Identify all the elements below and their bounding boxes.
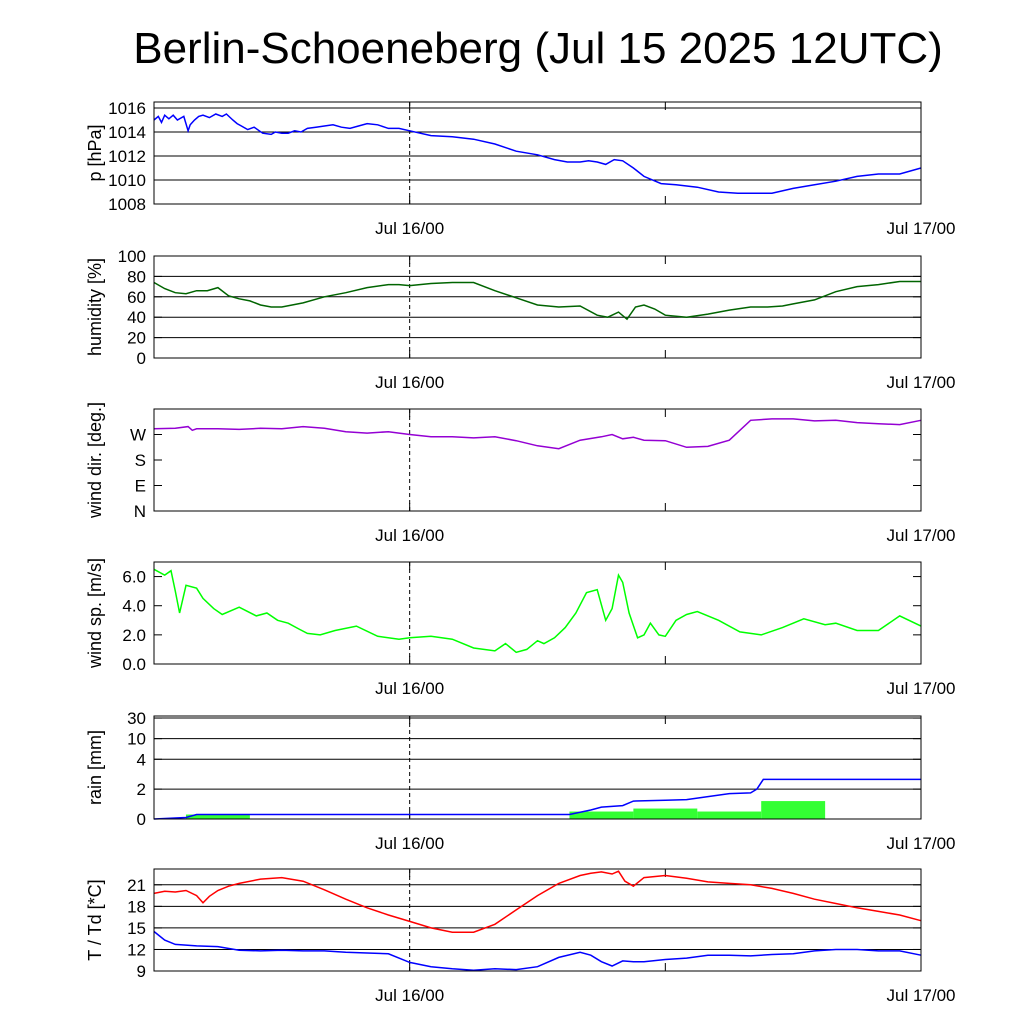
wind_direction-xtick-label: Jul 16/00 — [375, 526, 444, 545]
rain-bar — [697, 811, 762, 819]
pressure-ytick-label: 1012 — [108, 147, 146, 166]
wind_speed-xtick-label: Jul 16/00 — [375, 679, 444, 698]
wind_speed-series-line-wind_speed — [153, 568, 922, 654]
wind_direction-ytick-label: W — [130, 426, 146, 445]
rain-ytick-label: 0 — [137, 810, 146, 829]
wind_speed-ytick-label: 2.0 — [122, 626, 146, 645]
temperature-ytick-label: 9 — [137, 962, 146, 981]
humidity-xtick-label: Jul 17/00 — [887, 373, 956, 392]
temperature-series-line-dewpoint — [153, 930, 922, 972]
wind_direction-ytick-label: E — [135, 477, 146, 496]
pressure-plot-frame — [153, 101, 922, 205]
humidity-ytick-label: 20 — [127, 329, 146, 348]
wind_direction-series-line-wind_dir — [153, 418, 922, 450]
wind_direction-plot-frame — [153, 408, 922, 512]
humidity-ytick-label: 60 — [127, 288, 146, 307]
rain-ytick-label: 10 — [127, 730, 146, 749]
temperature-ytick-label: 15 — [127, 919, 146, 938]
humidity-plot-frame — [153, 255, 922, 359]
humidity-series-line-humidity — [153, 280, 921, 321]
temperature-xtick-label: Jul 17/00 — [887, 986, 956, 1005]
wind_speed-ylabel: wind sp. [m/s] — [85, 558, 105, 669]
pressure-ytick-label: 1010 — [108, 171, 146, 190]
humidity-ytick-label: 100 — [118, 247, 146, 266]
wind_speed-ytick-label: 0.0 — [122, 655, 146, 674]
pressure-xtick-label: Jul 17/00 — [887, 219, 956, 238]
rain-plot-frame — [153, 715, 922, 820]
chart-title: Berlin-Schoeneberg (Jul 15 2025 12UTC) — [133, 24, 943, 73]
humidity-ytick-label: 0 — [137, 349, 146, 368]
rain-bar — [761, 801, 826, 819]
wind_direction-xtick-label: Jul 17/00 — [887, 526, 956, 545]
wind_speed-plot-frame — [153, 561, 922, 665]
temperature-ylabel: T / Td [*C] — [85, 879, 105, 960]
rain-ytick-label: 4 — [137, 750, 146, 769]
pressure-ytick-label: 1008 — [108, 195, 146, 214]
rain-ytick-label: 2 — [137, 780, 146, 799]
temperature-plot-frame — [153, 868, 922, 972]
rain-bar — [633, 808, 698, 819]
temperature-ytick-label: 21 — [127, 876, 146, 895]
temperature-ytick-label: 12 — [127, 940, 146, 959]
wind_speed-xtick-label: Jul 17/00 — [887, 679, 956, 698]
rain-series-line-rain_total — [153, 778, 921, 820]
pressure-series-line-pressure — [153, 113, 922, 194]
rain-ytick-label: 30 — [127, 709, 146, 728]
rain-bar — [569, 811, 634, 819]
pressure-ylabel: p [hPa] — [85, 124, 105, 181]
wind_direction-ytick-label: S — [135, 451, 146, 470]
temperature-series-line-temperature — [153, 870, 922, 933]
temperature-ytick-label: 18 — [127, 897, 146, 916]
humidity-ytick-label: 40 — [127, 308, 146, 327]
rain-bar — [185, 814, 250, 819]
wind_speed-ytick-label: 6.0 — [122, 568, 146, 587]
wind_direction-ytick-label: N — [134, 502, 146, 521]
humidity-ytick-label: 80 — [127, 267, 146, 286]
temperature-xtick-label: Jul 16/00 — [375, 986, 444, 1005]
humidity-ylabel: humidity [%] — [85, 258, 105, 356]
pressure-ytick-label: 1016 — [108, 99, 146, 118]
humidity-xtick-label: Jul 16/00 — [375, 373, 444, 392]
pressure-ytick-label: 1014 — [108, 123, 146, 142]
rain-ylabel: rain [mm] — [85, 730, 105, 805]
pressure-xtick-label: Jul 16/00 — [375, 219, 444, 238]
rain-xtick-label: Jul 16/00 — [375, 834, 444, 853]
wind_speed-ytick-label: 4.0 — [122, 597, 146, 616]
rain-xtick-label: Jul 17/00 — [887, 834, 956, 853]
wind_direction-ylabel: wind dir. [deg.] — [85, 402, 105, 519]
